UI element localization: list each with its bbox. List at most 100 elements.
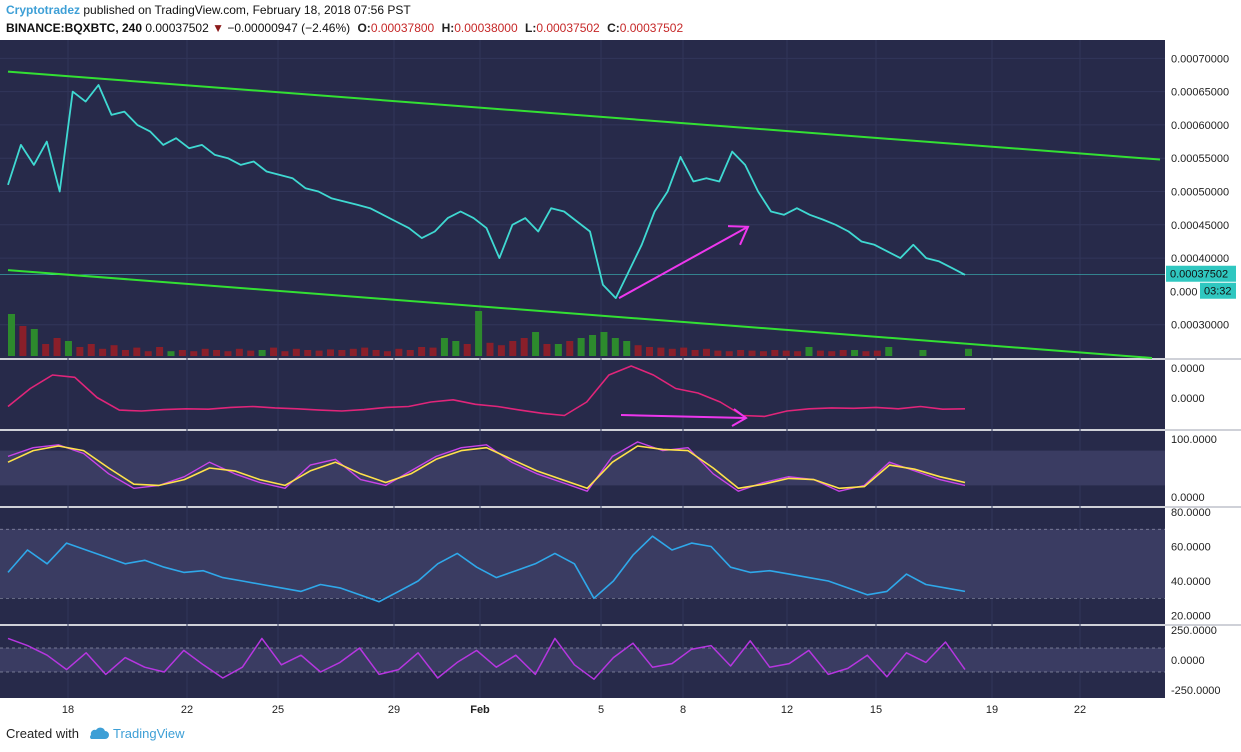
volume-bar-up [8,314,15,356]
volume-bar-down [121,350,129,356]
chart-canvas[interactable]: 18 22 25 29 Feb 5 8 12 15 19 22 0.00070000 0.0006500… [0,40,1241,718]
indicator1-line [7,365,966,418]
volume-bar-down [372,350,380,356]
upper-trendline [7,70,1161,161]
x-tick-label: 19 [986,704,998,716]
stoch-tick-label: 0.0000 [1171,492,1205,504]
volume-bar-up [167,351,175,356]
volume-bar-down [42,344,50,356]
price-tick-label: 0.00065000 [1171,87,1229,99]
change-value: −0.00000947 (−2.46%) [227,21,351,35]
volume-bar-up [600,332,608,356]
price-scale-area[interactable] [1165,40,1241,698]
volume-bar-down [771,350,779,356]
volume-bar-down [327,349,334,356]
rsi-tick-label: 60.0000 [1171,542,1211,554]
x-tick-label: 12 [781,704,793,716]
ind1-tick-label: 0.0000 [1171,363,1205,375]
price-tick-label: 0.00040000 [1171,253,1229,265]
volume-bar-down [520,338,528,356]
symbol-label: BINANCE:BQXBTC, 240 [6,21,143,35]
volume-bar-down [634,345,642,356]
volume-bar-down [349,348,357,356]
volume-bar-down [463,344,471,356]
volume-bar-down [497,345,505,356]
close-label: C: [607,21,620,35]
volume-bar-down [144,351,152,356]
volume-bar-down [828,351,836,356]
high-label: H: [441,21,455,35]
volume-bar-down [657,347,665,356]
volume-bar-down [281,351,289,356]
price-tick-label: 0.00050000 [1171,187,1229,199]
volume-bar-down [87,344,95,356]
volume-bar-down [99,348,107,356]
countdown-text: 03:32 [1204,286,1232,298]
publish-text: published on TradingView.com, February 1… [83,3,411,17]
x-tick-label: 5 [598,704,604,716]
cci-band [0,648,1165,672]
volume-bar-up [611,338,619,356]
volume-bar-down [133,347,141,356]
pane-overlays [0,450,1165,673]
volume-bar-down [839,350,847,356]
volume-bar-down [486,342,494,356]
x-tick-label: Feb [470,704,490,716]
volume-bar-down [270,347,278,356]
stoch-tick-label: 100.0000 [1171,434,1217,446]
open-value: 0.00037800 [370,21,435,35]
volume-bar-down [429,347,437,356]
volume-bar-down [213,350,221,356]
volume-bar-down [178,350,186,356]
countdown-badge [1200,282,1236,299]
symbol-info: BINANCE:BQXBTC, 240 0.00037502 ▼ −0.0000… [6,21,683,35]
volume-bar-down [702,348,710,356]
volume-bar-down [759,351,767,356]
axis-labels: 18 22 25 29 Feb 5 8 12 15 19 22 0.00070000 0.0006500… [62,53,1236,716]
volume-bar-down [873,350,881,356]
x-tick-label: 18 [62,704,74,716]
rsi-tick-label: 80.0000 [1171,507,1211,519]
volume-bar-down [338,350,346,356]
volume-bar-down [156,347,164,356]
volume-bar-down [292,348,300,356]
x-tick-label: 22 [1074,704,1086,716]
price-tick-label: 0.00030000 [1171,320,1229,332]
stoch-d-line [7,445,966,490]
volume-bar-down [543,344,551,356]
author-link[interactable]: Cryptotradez [6,3,81,17]
stoch-band [0,450,1165,486]
volume-bar-up [475,311,483,356]
volume-bar-down [247,350,255,356]
volume-bar-down [782,350,790,356]
volume-bar-down [714,350,722,356]
down-arrow-icon: ▼ [212,21,225,35]
low-value: 0.00037502 [536,21,600,35]
last-price-badge-text: 0.00037502 [1170,269,1228,281]
trendlines [7,70,1161,359]
volume-bar-down [406,350,414,356]
volume-bar-up [30,329,38,356]
last-price: 0.00037502 [145,21,209,35]
volume-bar-down [19,326,27,356]
volume-bar-up [623,341,631,356]
x-tick-label: 29 [388,704,400,716]
volume-bar-up [532,332,540,356]
volume-bar-up [258,350,266,356]
volume-bar-up [440,338,448,356]
price-line [7,84,966,300]
rsi-tick-label: 20.0000 [1171,611,1211,623]
last-price-badge [1166,265,1236,282]
created-with-text: Created with [6,726,79,741]
x-tick-label: 15 [870,704,882,716]
footer: Created with TradingView [6,726,185,741]
volume-bar-down [418,347,426,356]
time-scale-area[interactable] [0,698,1241,718]
tradingview-link[interactable]: TradingView [112,726,185,741]
volume-bar-down [53,338,61,356]
price-tick-label: 0.00055000 [1171,153,1229,165]
tradingview-cloud-icon [89,727,109,739]
volume-bar-up [885,347,893,356]
high-value: 0.00038000 [454,21,518,35]
price-arrow-head [727,225,750,246]
